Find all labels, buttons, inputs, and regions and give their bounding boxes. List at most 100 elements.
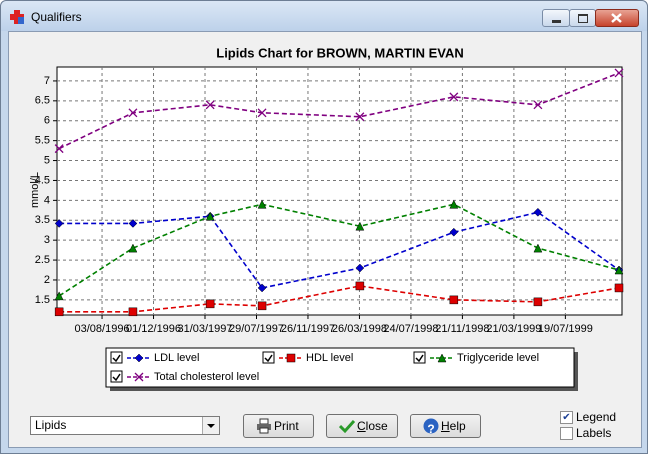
marker xyxy=(128,243,138,253)
y-tick-label: 6.5 xyxy=(35,95,50,107)
marker xyxy=(614,265,624,275)
y-tick-label: 5.5 xyxy=(35,135,50,147)
marker xyxy=(449,295,459,305)
legend-item: HDL level xyxy=(262,351,353,364)
legend-item: Triglyceride level xyxy=(413,351,539,364)
marker xyxy=(449,199,459,209)
legend-check xyxy=(415,354,424,363)
close-button[interactable]: Close xyxy=(326,414,398,438)
legend-marker xyxy=(286,353,296,363)
marker xyxy=(128,219,138,228)
marker xyxy=(257,283,267,293)
marker xyxy=(128,307,138,317)
marker xyxy=(205,299,215,309)
x-tick-label: 26/03/1998 xyxy=(332,323,387,335)
y-tick-label: 3.5 xyxy=(35,214,50,226)
button-label: Print xyxy=(274,419,299,433)
legend-checkbox xyxy=(110,351,123,364)
button-label: Help xyxy=(441,419,466,433)
legend-checkbox xyxy=(413,351,426,364)
x-tick-label: 26/11/1997 xyxy=(281,323,335,335)
window-title: Qualifiers xyxy=(31,10,82,24)
marker xyxy=(533,297,543,307)
marker xyxy=(257,199,267,209)
selector-value: Lipids xyxy=(35,418,67,432)
chart-selector[interactable]: Lipids xyxy=(30,416,220,435)
chart-title: Lipids Chart for BROWN, MARTIN EVAN xyxy=(216,45,463,60)
button-label: Close xyxy=(357,419,388,433)
marker xyxy=(54,307,64,317)
marker xyxy=(257,301,267,311)
marker xyxy=(614,68,624,78)
legend-item: LDL level xyxy=(110,351,199,364)
app-icon xyxy=(10,10,24,24)
marker xyxy=(355,281,365,291)
y-tick-label: 6 xyxy=(44,115,50,127)
print-button[interactable]: Print xyxy=(243,414,314,438)
marker xyxy=(54,144,64,154)
marker xyxy=(533,243,543,253)
series-line xyxy=(58,72,620,150)
legend-checkbox xyxy=(262,351,275,364)
y-tick-label: 3 xyxy=(44,234,50,246)
checkbox-box xyxy=(560,427,573,440)
marker xyxy=(533,207,543,217)
legend-marker xyxy=(437,353,447,363)
minimize-button[interactable] xyxy=(542,9,570,27)
plot-area xyxy=(56,66,623,316)
marker xyxy=(355,263,365,273)
legend-marker xyxy=(134,353,144,363)
marker xyxy=(257,108,267,118)
legend-check xyxy=(264,354,273,363)
title-bar: Qualifiers xyxy=(1,1,647,31)
marker xyxy=(128,108,138,118)
legend-check xyxy=(112,373,121,382)
checkbox-label: Labels xyxy=(576,426,612,440)
x-tick-label: 21/11/1998 xyxy=(435,323,489,335)
y-tick-label: 7 xyxy=(44,75,50,87)
marker xyxy=(54,291,64,301)
svg-text:?: ? xyxy=(427,422,434,434)
marker xyxy=(449,92,459,102)
y-tick-label: 2.5 xyxy=(35,254,50,266)
marker xyxy=(205,211,215,221)
close-window-button[interactable] xyxy=(595,9,639,27)
series-line xyxy=(59,211,620,289)
legend-label: LDL level xyxy=(154,352,199,364)
y-tick-label: 1.5 xyxy=(35,294,50,306)
marker xyxy=(205,100,215,110)
legend-marker xyxy=(134,372,144,382)
help-button[interactable]: ? Help xyxy=(410,414,481,438)
checkbox-label: Legend xyxy=(576,410,617,424)
marker xyxy=(54,219,64,228)
series-line xyxy=(58,203,620,297)
x-tick-label: 31/03/1997 xyxy=(177,323,232,335)
legend-label: HDL level xyxy=(306,352,353,364)
x-tick-label: 21/03/1999 xyxy=(486,323,541,335)
x-tick-label: 03/08/1996 xyxy=(75,323,130,335)
marker xyxy=(355,221,365,231)
x-tick-label: 01/12/1996 xyxy=(126,323,181,335)
x-tick-label: 24/07/1998 xyxy=(383,323,438,335)
y-tick-label: 5 xyxy=(44,154,50,166)
series-line xyxy=(59,285,620,313)
legend-checkbox xyxy=(110,370,123,383)
legend-item: Total cholesterol level xyxy=(110,370,259,383)
y-axis-label: mmol/L xyxy=(29,172,41,208)
x-tick-label: 19/07/1999 xyxy=(538,323,593,335)
marker xyxy=(533,100,543,110)
marker xyxy=(614,283,624,293)
legend xyxy=(105,347,575,388)
y-tick-label: 2 xyxy=(44,274,50,286)
x-tick-label: 29/07/1997 xyxy=(229,323,284,335)
y-tick-label: 4 xyxy=(44,194,50,206)
y-tick-label: 4.5 xyxy=(35,174,50,186)
marker xyxy=(449,227,459,237)
legend-check xyxy=(112,354,121,363)
marker xyxy=(355,112,365,122)
checkbox-box: ✔ xyxy=(560,411,573,424)
legend-label: Total cholesterol level xyxy=(154,371,259,383)
legend-label: Triglyceride level xyxy=(457,352,539,364)
